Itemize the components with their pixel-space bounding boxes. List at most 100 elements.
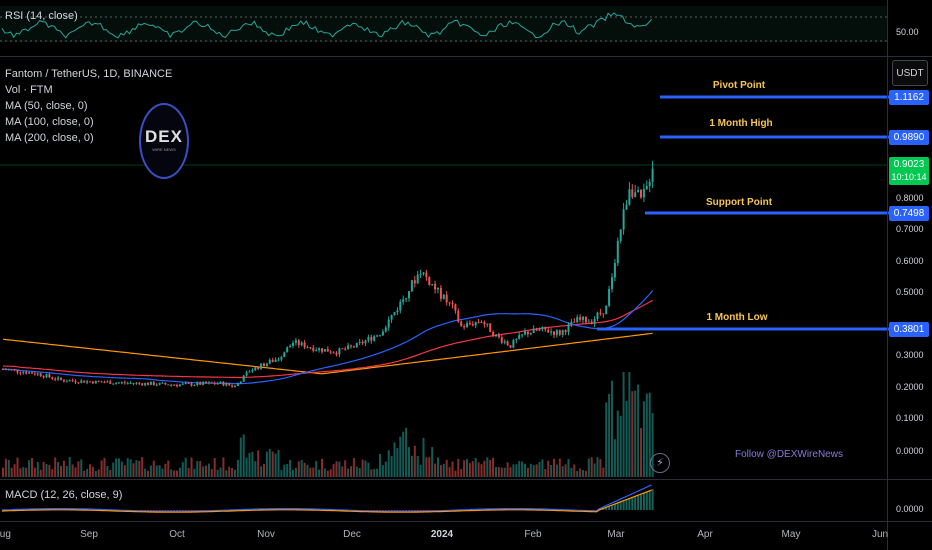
candle-body bbox=[297, 340, 300, 346]
candle-body bbox=[616, 240, 619, 263]
bolt-icon[interactable]: ⚡ bbox=[650, 453, 670, 473]
time-tick: Aug bbox=[0, 529, 11, 540]
volume-bar bbox=[460, 469, 463, 477]
volume-bar bbox=[289, 459, 292, 477]
macd-pane-divider[interactable] bbox=[0, 479, 932, 480]
candle-body bbox=[555, 330, 558, 335]
candle-body bbox=[303, 342, 306, 348]
price-tick: 0.8000 bbox=[896, 193, 924, 203]
volume-bar bbox=[477, 462, 480, 477]
volume-bar bbox=[25, 467, 28, 477]
macd-histogram-bar bbox=[167, 510, 170, 512]
volume-bar bbox=[292, 469, 294, 477]
candle-body bbox=[97, 380, 100, 382]
macd-histogram-bar bbox=[170, 510, 173, 512]
ma100-legend[interactable]: MA (100, close, 0) bbox=[5, 116, 94, 128]
candle-body bbox=[161, 382, 164, 384]
volume-bar bbox=[2, 467, 4, 477]
candle-body bbox=[396, 310, 399, 313]
candle-body bbox=[532, 328, 535, 333]
candle-body bbox=[379, 335, 381, 337]
volume-bar bbox=[413, 445, 416, 477]
ma50-legend[interactable]: MA (50, close, 0) bbox=[5, 100, 88, 112]
ma200-legend[interactable]: MA (200, close, 0) bbox=[5, 132, 94, 144]
candle-body bbox=[147, 383, 149, 385]
candle-body bbox=[509, 345, 512, 348]
candle-body bbox=[135, 382, 138, 384]
candle-body bbox=[149, 382, 152, 385]
candle-body bbox=[561, 330, 564, 335]
candle-body bbox=[335, 352, 338, 355]
candle-body bbox=[219, 381, 222, 384]
candle-body bbox=[289, 345, 292, 348]
candle-body bbox=[329, 351, 332, 353]
macd-histogram-bar bbox=[640, 493, 642, 510]
pivot-point-label: Pivot Point bbox=[712, 80, 766, 91]
macd-histogram-bar bbox=[381, 510, 384, 512]
candle-body bbox=[144, 383, 147, 386]
candle-body bbox=[587, 321, 590, 323]
candle-body bbox=[468, 323, 471, 325]
rsi-label[interactable]: RSI (14, close) bbox=[5, 10, 78, 22]
volume-bar bbox=[89, 464, 91, 477]
candle-body bbox=[364, 340, 367, 344]
volume-bar bbox=[77, 461, 80, 477]
candle-body bbox=[538, 329, 541, 331]
volume-legend[interactable]: Vol · FTM bbox=[5, 84, 53, 96]
rsi-pane-divider[interactable] bbox=[0, 56, 932, 57]
candle-body bbox=[178, 384, 181, 387]
volume-bar bbox=[457, 458, 460, 477]
volume-bar bbox=[80, 459, 83, 477]
candle-body bbox=[547, 329, 550, 333]
candle-body bbox=[28, 372, 31, 374]
volume-bar bbox=[149, 465, 152, 477]
volume-bar bbox=[564, 464, 567, 477]
macd-histogram-bar bbox=[416, 510, 419, 512]
candle-body bbox=[631, 189, 634, 197]
macd-histogram-bar bbox=[187, 510, 190, 512]
candle-body bbox=[248, 371, 251, 373]
volume-bar bbox=[228, 466, 231, 477]
volume-bar bbox=[190, 457, 193, 477]
volume-bar bbox=[602, 467, 605, 477]
volume-bar bbox=[71, 464, 74, 477]
currency-button[interactable]: USDT bbox=[892, 60, 928, 86]
candle-body bbox=[425, 272, 428, 277]
volume-bar bbox=[518, 461, 521, 477]
candle-body bbox=[245, 372, 248, 376]
candle-body bbox=[593, 318, 596, 324]
candle-body bbox=[242, 375, 245, 382]
volume-bar bbox=[94, 470, 97, 477]
volume-bar bbox=[535, 464, 538, 477]
symbol-title[interactable]: Fantom / TetherUS, 1D, BINANCE bbox=[5, 68, 173, 80]
candle-body bbox=[42, 376, 45, 378]
volume-bar bbox=[83, 470, 86, 477]
candle-body bbox=[300, 342, 303, 346]
candle-body bbox=[236, 383, 239, 387]
volume-bar bbox=[158, 465, 161, 477]
volume-bar bbox=[112, 462, 115, 477]
candle-body bbox=[408, 291, 410, 299]
candle-body bbox=[466, 323, 468, 328]
support-resistance-lines[interactable] bbox=[0, 95, 889, 331]
volume-bar bbox=[350, 466, 352, 477]
macd-label[interactable]: MACD (12, 26, close, 9) bbox=[5, 489, 123, 501]
volume-bar bbox=[129, 459, 132, 477]
volume-bar bbox=[454, 470, 457, 477]
volume-bar bbox=[97, 469, 100, 477]
volume-bar bbox=[466, 459, 468, 477]
candle-body bbox=[158, 382, 161, 385]
candle-body bbox=[445, 294, 448, 303]
macd-histogram-bar bbox=[176, 510, 178, 512]
candle-body bbox=[318, 348, 321, 351]
candle-body bbox=[239, 381, 242, 384]
candle-body bbox=[118, 382, 120, 384]
volume-bar bbox=[294, 467, 297, 477]
candle-body bbox=[521, 334, 524, 336]
volume-bar bbox=[605, 402, 608, 477]
candle-body bbox=[506, 341, 509, 346]
candle-body bbox=[184, 383, 187, 385]
macd-histogram-bar bbox=[155, 510, 158, 512]
rsi-level: 50.00 bbox=[896, 27, 919, 37]
